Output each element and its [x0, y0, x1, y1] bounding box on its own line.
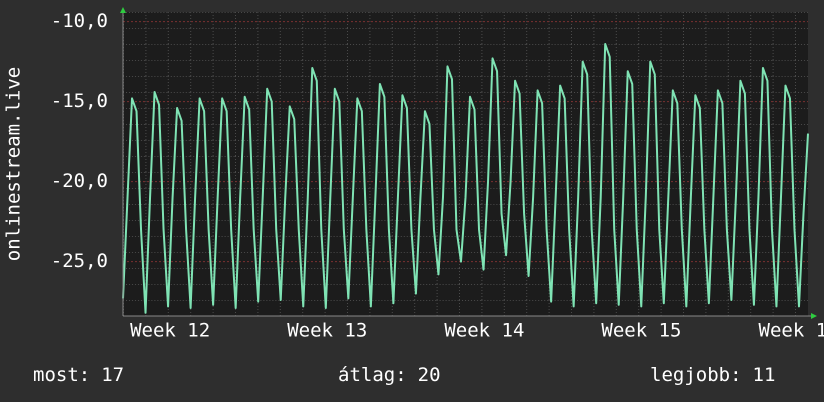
footer-stat: most: 17 [33, 364, 124, 386]
y-tick-label: -10,0 [51, 10, 108, 32]
stat-label: átlag: [338, 364, 407, 386]
y-tick-label: -25,0 [51, 250, 108, 272]
y-axis-label: onlinestream.live [3, 67, 25, 261]
minor-grid [123, 12, 808, 316]
y-tick-label: -20,0 [51, 170, 108, 192]
x-tick-label: Week 15 [601, 320, 681, 342]
stat-value: 20 [418, 364, 441, 386]
plot [122, 43, 809, 314]
stat-label: most: [33, 364, 90, 386]
y-arrow [120, 7, 126, 13]
footer-stat: legjobb: 11 [650, 364, 775, 386]
footer-stat: átlag: 20 [338, 364, 441, 386]
stat-value: 17 [101, 364, 124, 386]
x-tick-label: Week 14 [444, 320, 524, 342]
x-tick-label: Week 12 [130, 320, 210, 342]
stat-label: legjobb: [650, 364, 742, 386]
y-tick-label: -15,0 [51, 90, 108, 112]
x-tick-label: Week 13 [287, 320, 367, 342]
stat-value: 11 [753, 364, 776, 386]
footer: most: 17 átlag: 20 legjobb: 11 [33, 364, 775, 386]
x-arrow [811, 313, 817, 319]
ticks: -10,0 -15,0 -20,0 -25,0 Week 12 Week 13 Week 1… [51, 10, 824, 341]
data-line [122, 43, 809, 314]
x-tick-label: Week 16 [759, 320, 824, 342]
